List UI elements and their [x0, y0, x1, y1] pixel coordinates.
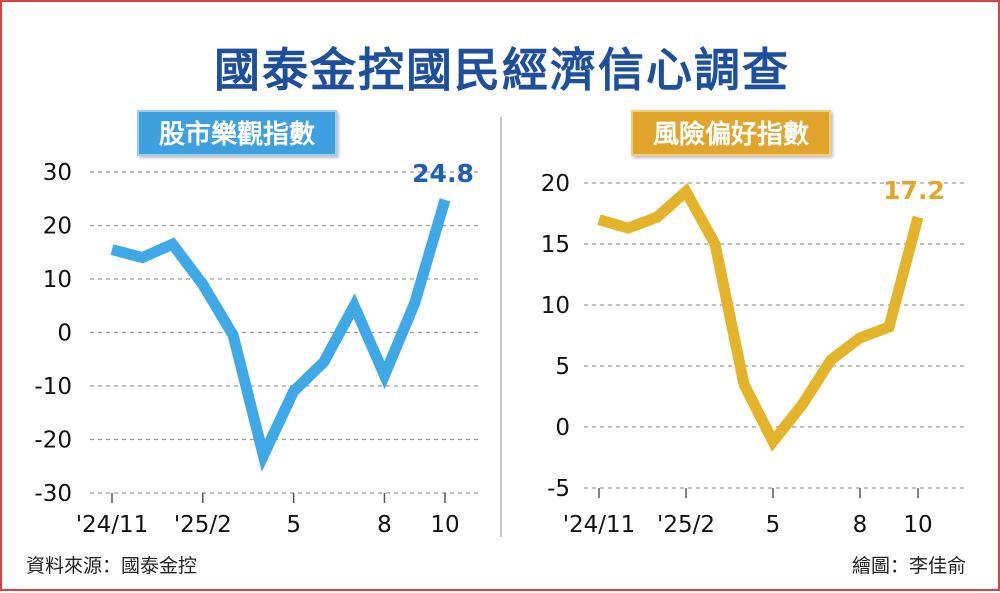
x-tick-label: '24/11: [76, 512, 149, 538]
y-tick-label: -30: [34, 481, 72, 507]
y-tick-label: 0: [555, 415, 570, 441]
y-tick-label: -20: [34, 428, 72, 454]
x-tick-label: 10: [903, 512, 932, 538]
y-tick-label: 20: [541, 171, 570, 197]
series-line: [110, 198, 451, 472]
credit-note: 繪圖：李佳俞: [851, 555, 966, 577]
x-tick-label: '25/2: [174, 512, 232, 538]
x-tick-label: '24/11: [563, 512, 636, 538]
x-tick-label: 8: [853, 512, 868, 538]
y-tick-label: 20: [43, 214, 72, 240]
y-tick-label: 10: [541, 293, 570, 319]
x-tick-label: 5: [286, 512, 301, 538]
x-tick-label: '25/2: [657, 512, 715, 538]
y-tick-label: 10: [43, 267, 72, 293]
end-value-label: 17.2: [883, 176, 945, 205]
x-tick-label: 8: [377, 512, 392, 538]
y-tick-label: 0: [57, 321, 72, 347]
end-value-label: 24.8: [412, 159, 474, 188]
y-tick-label: -10: [34, 374, 72, 400]
y-tick-label: 15: [541, 232, 570, 258]
left-chart-title: 股市樂觀指數: [137, 110, 338, 156]
page-title: 國泰金控國民經濟信心調查: [214, 43, 790, 97]
y-tick-label: 30: [43, 160, 72, 186]
panel-divider: [500, 117, 502, 537]
series-line: [597, 182, 924, 452]
source-note: 資料來源：國泰金控: [26, 555, 198, 577]
x-tick-label: 5: [766, 512, 781, 538]
right-chart-title: 風險偏好指數: [631, 110, 832, 156]
y-tick-label: 5: [555, 354, 570, 380]
x-tick-label: 10: [430, 512, 459, 538]
y-tick-label: -5: [547, 476, 570, 502]
